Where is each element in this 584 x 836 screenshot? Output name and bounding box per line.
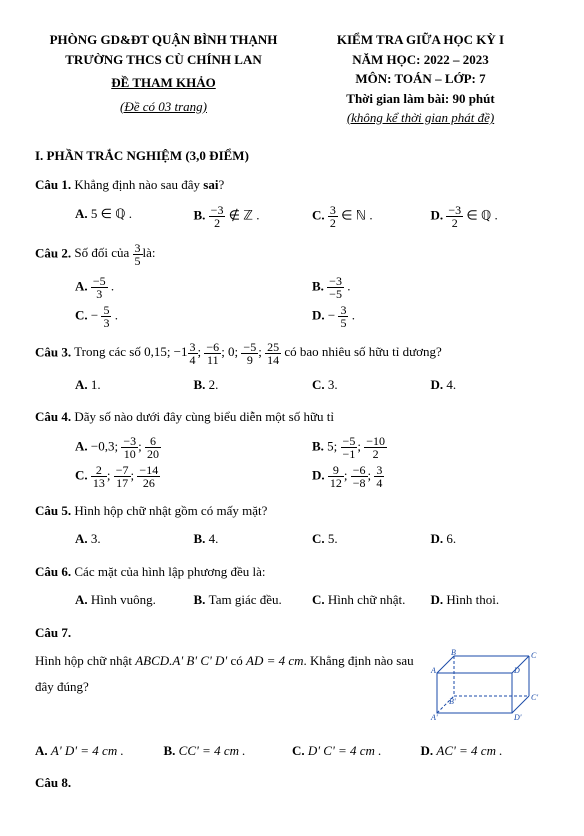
duration-note: (không kể thời gian phát đề) [292, 108, 549, 128]
q3-label: Câu 3. [35, 344, 71, 359]
q4-options: A. −0,3; −310; 620 B. 5; −5−1; −102 C. 2… [75, 433, 549, 491]
question-2: Câu 2. Số đối của 35là: [35, 242, 549, 267]
q5-label: Câu 5. [35, 503, 71, 518]
q1-D: D. −32 ∈ ℚ . [431, 201, 550, 232]
section1-title: I. PHẦN TRẮC NGHIỆM (3,0 ĐIỂM) [35, 146, 549, 166]
q5-text: Hình hộp chữ nhật gồm có mấy mặt? [74, 503, 267, 518]
department: PHÒNG GD&ĐT QUẬN BÌNH THẠNH [35, 30, 292, 50]
q1-C: C. 32 ∈ ℕ . [312, 201, 431, 232]
q1-B: B. −32 ∉ ℤ . [194, 201, 313, 232]
q4-label: Câu 4. [35, 409, 71, 424]
q2-text: Số đối của 35là: [74, 245, 155, 260]
svg-text:B': B' [449, 697, 456, 706]
q5-D: D. 6. [431, 526, 550, 552]
q6-label: Câu 6. [35, 564, 71, 579]
q7-B: B. CC' = 4 cm . [164, 738, 293, 764]
cube-icon: B C A D B' C' A' D' [429, 648, 549, 728]
q7-D: D. AC' = 4 cm . [421, 738, 550, 764]
cube-diagram: B C A D B' C' A' D' [429, 648, 549, 734]
question-4: Câu 4. Dãy số nào dưới đây cùng biểu diễ… [35, 407, 549, 427]
q5-options: A. 3. B. 4. C. 5. D. 6. [75, 526, 549, 552]
page-note: (Đề có 03 trang) [120, 97, 207, 117]
exam-title: ĐỀ THAM KHẢO [35, 73, 292, 93]
q4-text: Dãy số nào dưới đây cùng biểu diễn một s… [74, 409, 334, 424]
q2-label: Câu 2. [35, 245, 71, 260]
q4-B: B. 5; −5−1; −102 [312, 433, 549, 462]
header-right: KIỂM TRA GIỮA HỌC KỲ I NĂM HỌC: 2022 – 2… [292, 30, 549, 128]
q5-C: C. 5. [312, 526, 431, 552]
svg-text:D': D' [513, 713, 522, 722]
q2-B: B. −3−5 . [312, 273, 549, 302]
q7-options: A. A' D' = 4 cm . B. CC' = 4 cm . C. D' … [35, 738, 549, 764]
q6-A: A. Hình vuông. [75, 587, 194, 613]
q7-body: B C A D B' C' A' D' Hình hộp chữ nhật AB… [35, 648, 549, 734]
q5-B: B. 4. [194, 526, 313, 552]
q2-D: D. − 35 . [312, 302, 549, 331]
exam-name: KIỂM TRA GIỮA HỌC KỲ I [292, 30, 549, 50]
question-8: Câu 8. [35, 773, 549, 793]
duration: Thời gian làm bài: 90 phút [292, 89, 549, 109]
q2-A: A. −53 . [75, 273, 312, 302]
q3-text: Trong các số 0,15; −134; −611; 0; −59; 2… [74, 344, 442, 359]
q4-A: A. −0,3; −310; 620 [75, 433, 312, 462]
svg-text:A': A' [430, 713, 438, 722]
svg-text:C: C [531, 651, 537, 660]
header-left: PHÒNG GD&ĐT QUẬN BÌNH THẠNH TRƯỜNG THCS … [35, 30, 292, 128]
q3-options: A. 1. B. 2. C. 3. D. 4. [75, 372, 549, 398]
q3-A: A. 1. [75, 372, 194, 398]
q8-label: Câu 8. [35, 775, 71, 790]
q6-C: C. Hình chữ nhật. [312, 587, 431, 613]
q1-text: Khẳng định nào sau đây sai? [74, 177, 224, 192]
q1-options: A. 5 ∈ ℚ . B. −32 ∉ ℤ . C. 32 ∈ ℕ . D. −… [75, 201, 549, 232]
school: TRƯỜNG THCS CÙ CHÍNH LAN [35, 50, 292, 70]
svg-text:A: A [430, 666, 436, 675]
q7-A: A. A' D' = 4 cm . [35, 738, 164, 764]
year: NĂM HỌC: 2022 – 2023 [292, 50, 549, 70]
q3-D: D. 4. [431, 372, 550, 398]
svg-text:C': C' [531, 693, 538, 702]
q7-C: C. D' C' = 4 cm . [292, 738, 421, 764]
q4-C: C. 213; −717; −1426 [75, 462, 312, 491]
q6-text: Các mặt của hình lập phương đều là: [74, 564, 265, 579]
question-6: Câu 6. Các mặt của hình lập phương đều l… [35, 562, 549, 582]
q6-B: B. Tam giác đều. [194, 587, 313, 613]
q2-C: C. − 53 . [75, 302, 312, 331]
exam-header: PHÒNG GD&ĐT QUẬN BÌNH THẠNH TRƯỜNG THCS … [35, 30, 549, 128]
q3-B: B. 2. [194, 372, 313, 398]
q6-D: D. Hình thoi. [431, 587, 550, 613]
q1-label: Câu 1. [35, 177, 71, 192]
svg-text:B: B [451, 648, 456, 657]
q3-C: C. 3. [312, 372, 431, 398]
question-1: Câu 1. Khẳng định nào sau đây sai? [35, 175, 549, 195]
question-3: Câu 3. Trong các số 0,15; −134; −611; 0;… [35, 341, 549, 366]
q6-options: A. Hình vuông. B. Tam giác đều. C. Hình … [75, 587, 549, 613]
q5-A: A. 3. [75, 526, 194, 552]
q7-label: Câu 7. [35, 625, 71, 640]
q2-options: A. −53 . B. −3−5 . C. − 53 . D. − 35 . [75, 273, 549, 331]
question-5: Câu 5. Hình hộp chữ nhật gồm có mấy mặt? [35, 501, 549, 521]
q1-A: A. 5 ∈ ℚ . [75, 201, 194, 232]
q4-D: D. 912; −6−8; 34 [312, 462, 549, 491]
svg-text:D: D [513, 666, 520, 675]
question-7: Câu 7. [35, 623, 549, 643]
subject: MÔN: TOÁN – LỚP: 7 [292, 69, 549, 89]
